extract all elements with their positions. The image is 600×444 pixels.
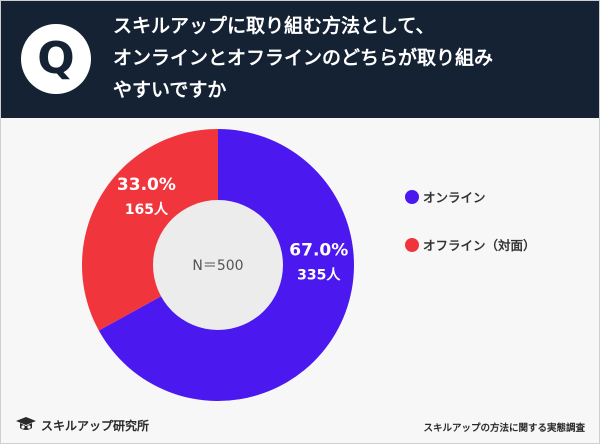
slice-percent-offline: 33.0% [117, 175, 176, 195]
legend-label-online: オンライン [423, 190, 486, 205]
question-title-line-1: スキルアップに取り組む方法として、 [113, 15, 435, 37]
question-title-line-3: やすいですか [113, 79, 227, 101]
legend-swatch-online [405, 189, 419, 204]
question-title: スキルアップに取り組む方法として、 オンラインとオフラインのどちらが取り組み や… [113, 10, 583, 106]
slice-labels: 67.0% 335人 33.0% 165人 [117, 175, 348, 284]
question-badge-letter: Q [37, 33, 75, 84]
question-badge: Q [21, 24, 91, 94]
sample-size-label: N＝500 [192, 258, 243, 274]
legend-item-offline: オフライン（対面） [405, 235, 536, 254]
slice-count-online: 335人 [297, 266, 341, 283]
question-title-line-2: オンラインとオフラインのどちらが取り組み [113, 47, 494, 69]
slice-percent-online: 67.0% [289, 240, 348, 260]
legend-label-offline: オフライン（対面） [423, 238, 536, 253]
legend-swatch-offline [405, 237, 419, 252]
survey-source: スキルアップの方法に関する実態調査 [423, 423, 585, 434]
question-header: Q スキルアップに取り組む方法として、 オンラインとオフラインのどちらが取り組み… [1, 1, 599, 118]
slice-count-offline: 165人 [125, 201, 169, 218]
brand-logo: スキルアップ研究所 [15, 416, 149, 434]
donut-chart: N＝500 67.0% 335人 33.0% 165人 [81, 129, 354, 401]
brand-name: スキルアップ研究所 [41, 418, 150, 433]
legend-item-online: オンライン [405, 187, 486, 206]
donut-hole [153, 200, 283, 330]
graduation-cap-icon [16, 417, 36, 430]
